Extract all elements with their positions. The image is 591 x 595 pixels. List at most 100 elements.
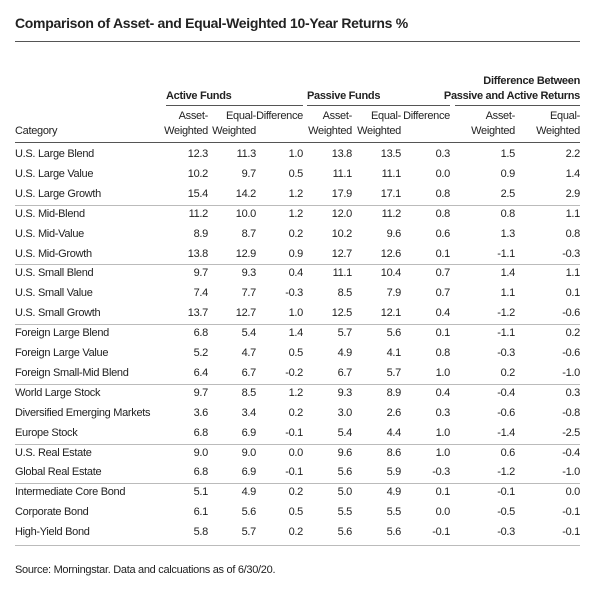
cell: -0.6 [497,406,515,419]
cell: 6.7 [337,366,353,379]
cell: 5.6 [337,526,353,539]
cell: 8.5 [241,386,257,399]
cell: 6.8 [193,327,209,340]
rule [15,41,580,42]
cell: 11.2 [188,207,209,220]
cell: 8.6 [386,446,402,459]
rule [455,105,580,106]
cell: 11.3 [236,148,257,160]
column-header: Asset- Weighted [164,110,208,137]
row-label: Foreign Large Blend [15,327,109,340]
cell: -0.3 [562,247,580,260]
cell: 13.8 [331,148,353,160]
rule [15,383,580,385]
title: Comparison of Asset- and Equal-Weighted … [15,15,408,31]
cell: 5.4 [241,327,257,340]
column-header: Equal- Weighted [536,110,580,137]
cell: 4.9 [386,486,402,499]
cell: 5.7 [241,526,257,539]
cell: 1.1 [565,267,581,280]
row-label: Diversified Emerging Markets [15,406,151,419]
cell: 0.0 [288,446,304,459]
cell: 1.4 [288,327,304,340]
cell: 7.7 [241,287,257,300]
cell: 2.5 [500,187,516,200]
cell: 6.8 [193,466,209,479]
cell: 12.5 [331,307,353,320]
cell: 13.8 [187,247,209,260]
cell: -0.6 [562,307,580,320]
cell: 5.4 [337,426,353,439]
cell: 7.9 [386,287,402,300]
cell: 15.4 [187,187,209,200]
cell: 8.9 [386,386,402,399]
row-label: Global Real Estate [15,466,102,479]
cell: 12.1 [380,307,402,320]
cell: -0.3 [432,466,450,479]
column-header: Difference [403,110,450,122]
cell: 7.4 [193,287,209,300]
cell: 0.1 [435,327,451,340]
cell: 10.4 [380,267,402,280]
cell: -1.0 [562,466,580,479]
rule [15,204,580,206]
cell: 12.6 [380,247,402,260]
cell: 6.4 [193,366,209,379]
cell: 11.1 [332,267,353,280]
cell: 0.2 [565,327,581,340]
cell: 1.2 [288,187,304,200]
cell: 9.0 [241,446,257,459]
cell: 0.0 [435,167,451,180]
cell: 0.6 [435,227,451,240]
cell: 5.6 [386,526,402,539]
cell: 1.0 [288,148,304,160]
cell: 0.2 [288,227,304,240]
cell: 0.7 [435,267,451,280]
row-label: U.S. Mid-Value [15,227,84,240]
cell: 5.6 [241,506,257,519]
cell: 9.0 [193,446,209,459]
row-label: U.S. Small Blend [15,267,94,280]
cell: 9.3 [241,267,257,280]
rule [15,545,580,547]
cell: 5.7 [386,366,402,379]
cell: 5.5 [337,506,353,519]
cell: 1.4 [565,167,581,180]
cell: 8.9 [193,227,209,240]
cell: 6.7 [241,366,257,379]
rule [15,443,580,445]
cell: 0.4 [288,267,304,280]
cell: 1.1 [565,207,581,220]
cell: 10.2 [331,227,353,240]
cell: -1.0 [562,366,580,379]
cell: -0.5 [497,506,515,519]
cell: 1.0 [435,426,451,439]
row-label: Corporate Bond [15,506,89,519]
cell: -0.2 [285,366,303,379]
cell: 0.2 [288,526,304,539]
cell: 4.1 [386,347,402,359]
cell: 5.6 [337,466,353,479]
cell: 2.9 [565,187,581,200]
cell: 0.8 [435,347,451,359]
group-header: Difference Between Passive and Active Re… [443,75,580,102]
cell: 0.7 [435,287,451,300]
cell: 1.5 [500,148,516,160]
cell: 1.0 [435,366,451,379]
row-label: U.S. Mid-Growth [15,247,92,260]
cell: -0.1 [497,486,515,499]
row-label: Foreign Small-Mid Blend [15,366,129,379]
cell: 5.6 [386,327,402,340]
row-label: U.S. Large Growth [15,187,101,200]
cell: -1.2 [497,307,515,320]
cell: 0.3 [435,148,451,160]
cell: 8.5 [337,287,353,300]
cell: 6.9 [241,426,257,439]
cell: 8.7 [241,227,257,240]
cell: 5.7 [337,327,353,340]
cell: 2.2 [565,148,581,160]
row-label: Intermediate Core Bond [15,486,126,499]
cell: 0.3 [435,406,451,419]
row-label: U.S. Mid-Blend [15,207,85,220]
